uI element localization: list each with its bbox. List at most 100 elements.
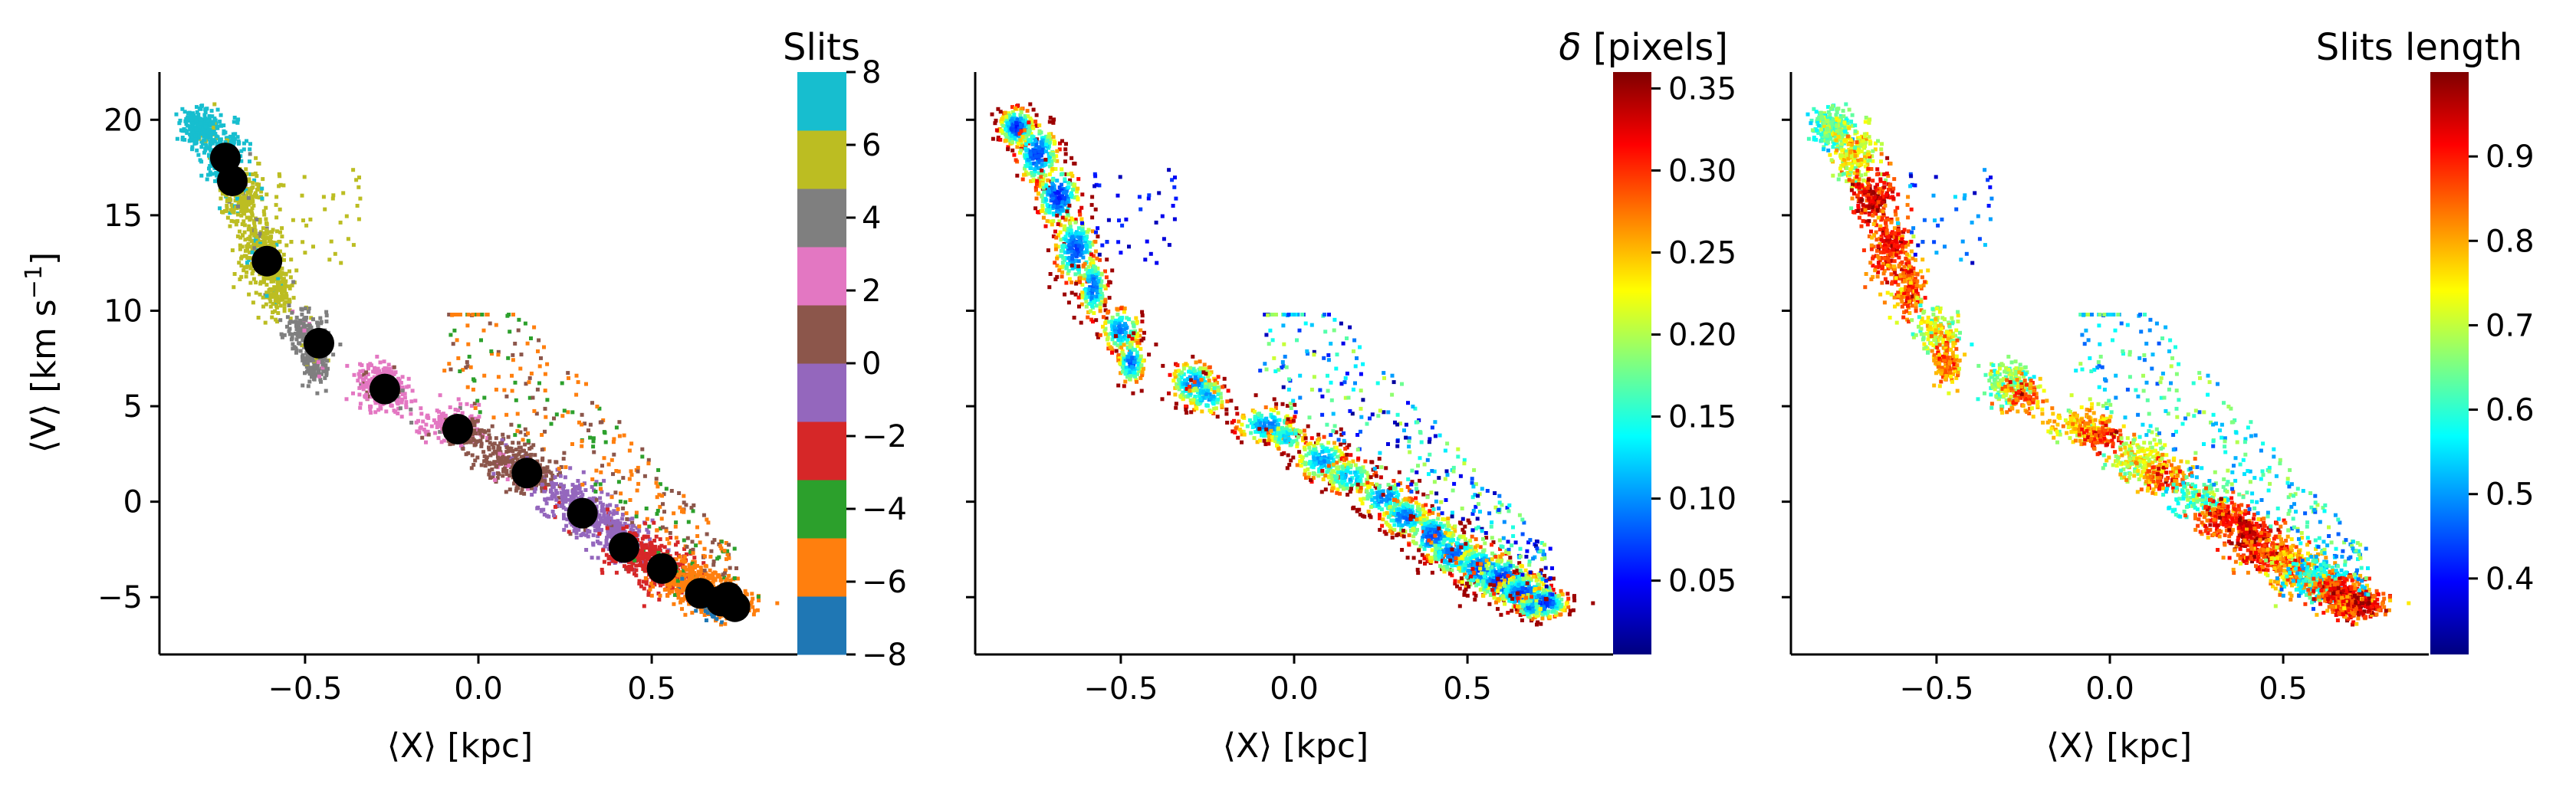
scatter-point	[258, 220, 262, 225]
scatter-point	[301, 240, 305, 244]
scatter-point	[258, 292, 262, 297]
scatter-point	[496, 349, 501, 354]
scatter-point	[756, 595, 761, 599]
scatter-point	[179, 128, 183, 133]
scatter-point	[517, 424, 521, 428]
scatter-point	[252, 246, 257, 251]
scatter-point	[501, 432, 505, 437]
scatter-point	[298, 318, 303, 323]
scatter-point	[461, 368, 465, 372]
scatter-point	[643, 551, 648, 556]
scatter-point	[1029, 132, 1033, 136]
scatter-point	[245, 215, 249, 220]
scatter-point	[614, 503, 619, 508]
scatter-point	[543, 372, 547, 376]
colorbar-segment	[797, 305, 846, 364]
scatter-point	[1051, 219, 1056, 223]
scatter-point	[297, 328, 301, 332]
scatter-point	[540, 433, 544, 437]
scatter-point	[282, 309, 287, 313]
scatter-point	[494, 436, 498, 441]
scatter-point	[648, 542, 652, 546]
scatter-point	[251, 185, 255, 189]
scatter-point	[623, 564, 626, 569]
scatter-point	[271, 294, 275, 299]
x-tick-label: 0.5	[627, 671, 676, 707]
scatter-point	[383, 366, 387, 370]
scatter-point	[603, 440, 608, 444]
scatter-point	[344, 397, 349, 402]
scatter-point	[606, 556, 611, 561]
scatter-point	[485, 436, 490, 440]
scatter-point	[511, 441, 515, 445]
scatter-point	[294, 350, 298, 355]
scatter-point	[602, 559, 606, 564]
scatter-point	[488, 468, 491, 473]
scatter-point	[442, 438, 446, 443]
scatter-point	[1035, 123, 1040, 128]
scatter-point	[184, 116, 189, 121]
scatter-point	[426, 432, 431, 437]
scatter-point	[238, 229, 242, 234]
scatter-point	[678, 569, 682, 574]
scatter-point	[1036, 210, 1040, 215]
scatter-point	[1058, 223, 1063, 228]
scatter-point	[238, 205, 243, 210]
scatter-point	[502, 388, 507, 392]
scatter-point	[513, 433, 518, 438]
scatter-point	[723, 568, 728, 572]
scatter-point	[247, 257, 251, 262]
scatter-point	[242, 268, 246, 273]
scatter-point	[711, 615, 716, 619]
scatter-point	[488, 453, 493, 458]
scatter-point	[261, 231, 265, 235]
scatter-point	[409, 412, 413, 416]
scatter-point	[479, 463, 484, 467]
scatter-point	[288, 321, 292, 326]
scatter-point	[570, 442, 574, 446]
scatter-point	[1065, 194, 1069, 198]
scatter-point	[404, 403, 409, 408]
scatter-point	[639, 560, 642, 565]
scatter-point	[550, 497, 554, 501]
scatter-point	[655, 495, 659, 500]
scatter-point	[522, 491, 527, 496]
scatter-point	[449, 367, 453, 372]
scatter-point	[567, 376, 570, 380]
scatter-point	[1047, 172, 1052, 177]
scatter-point	[1040, 182, 1045, 186]
scatter-point	[662, 510, 666, 514]
scatter-point	[190, 147, 195, 152]
scatter-point	[534, 487, 537, 491]
scatter-point	[590, 556, 594, 560]
scatter-point	[724, 557, 728, 562]
scatter-point	[338, 220, 343, 225]
scatter-point	[284, 279, 288, 284]
scatter-point	[196, 153, 201, 157]
scatter-point	[278, 182, 283, 187]
scatter-point	[1050, 153, 1054, 156]
scatter-point	[1077, 209, 1082, 214]
scatter-point	[658, 526, 662, 531]
scatter-point	[415, 429, 419, 434]
scatter-point	[634, 568, 639, 572]
scatter-point	[478, 431, 482, 436]
scatter-point	[294, 320, 298, 324]
scatter-point	[1050, 188, 1054, 192]
scatter-point	[289, 337, 294, 342]
scatter-point	[264, 302, 268, 307]
scatter-point	[1029, 154, 1033, 159]
scatter-point	[400, 389, 405, 393]
scatter-point	[479, 441, 484, 446]
scatter-point	[540, 486, 544, 490]
scatter-point	[1031, 178, 1036, 182]
scatter-point	[511, 358, 515, 362]
scatter-point	[690, 561, 695, 566]
scatter-point	[220, 191, 225, 195]
scatter-point	[207, 166, 211, 171]
scatter-point	[263, 241, 268, 246]
scatter-point	[580, 412, 584, 417]
scatter-point	[193, 133, 198, 138]
scatter-point	[600, 527, 603, 532]
scatter-point	[271, 287, 275, 291]
